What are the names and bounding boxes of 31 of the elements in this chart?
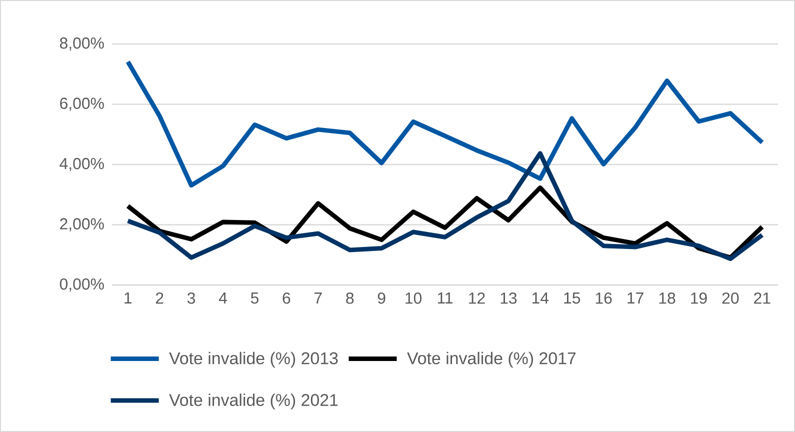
legend-label: Vote invalide (%) 2017 [407, 352, 576, 368]
x-tick-label: 11 [438, 292, 452, 304]
y-tick-label: 6,00% [60, 98, 104, 111]
y-tick-label: 4,00% [60, 158, 104, 172]
x-tick-label: 17 [628, 292, 644, 304]
y-tick-label: 0,00% [60, 278, 104, 292]
y-tick-label: 2,00% [60, 218, 104, 232]
x-tick-label: 5 [250, 292, 258, 304]
line-series [126, 60, 764, 188]
y-tick-label: 8,00% [60, 37, 104, 51]
x-tick-label: 20 [722, 292, 739, 304]
x-tick-label: 10 [406, 292, 422, 304]
x-tick-label: 21 [754, 292, 770, 304]
line-series [126, 151, 764, 262]
legend-label: Vote invalide (%) 2013 [169, 352, 338, 368]
x-tick-label: 16 [596, 292, 612, 304]
x-tick-label: 19 [691, 292, 707, 304]
x-tick-label: 3 [187, 292, 196, 304]
x-tick-label: 6 [282, 292, 290, 304]
x-tick-label: 13 [500, 292, 517, 304]
x-tick-label: 7 [314, 292, 322, 304]
x-tick-label: 4 [218, 292, 227, 304]
x-tick-label: 9 [378, 292, 386, 304]
x-tick-label: 1 [124, 292, 132, 304]
x-tick-label: 18 [659, 292, 676, 304]
x-tick-label: 15 [564, 292, 580, 304]
x-tick-label: 14 [532, 292, 549, 304]
x-tick-label: 2 [156, 292, 164, 304]
x-tick-label: 8 [346, 292, 354, 304]
legend-label: Vote invalide (%) 2021 [169, 394, 338, 410]
x-tick-label: 12 [469, 292, 485, 304]
